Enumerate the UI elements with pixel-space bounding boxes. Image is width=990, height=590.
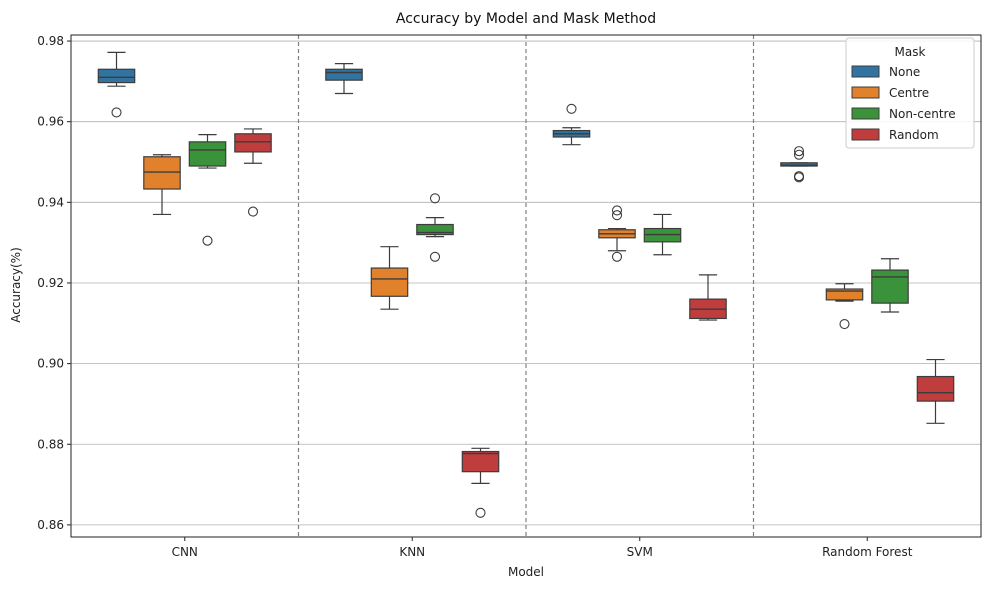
y-tick-label: 0.94	[37, 195, 64, 209]
box-body	[461, 450, 500, 473]
box-body	[916, 375, 955, 402]
outlier-point	[202, 235, 213, 246]
box-non-centre	[188, 133, 227, 246]
box-centre	[825, 283, 864, 330]
outlier-point	[475, 507, 486, 518]
outlier-point	[611, 210, 623, 221]
legend-label: Random	[889, 128, 939, 142]
box-non-centre	[871, 258, 909, 313]
plot-area-frame	[70, 34, 982, 538]
box-random	[689, 274, 727, 321]
x-axis-ticks: CNN KNN SVM Random Forest	[172, 537, 913, 559]
box-body	[234, 133, 272, 153]
x-tick-label: Random Forest	[822, 545, 913, 559]
legend-swatch	[851, 86, 880, 99]
box-body	[97, 68, 136, 84]
legend-label: Centre	[889, 86, 929, 100]
y-tick-label: 0.98	[37, 34, 64, 48]
legend-swatch	[851, 65, 880, 78]
legend: Mask None Centre Non-centre Random	[845, 37, 975, 149]
box-body	[416, 223, 454, 236]
box-body	[143, 156, 181, 190]
outlier-point	[429, 251, 441, 262]
legend-label: Non-centre	[889, 107, 956, 121]
box-non-centre	[416, 193, 454, 262]
outlier-point	[611, 251, 623, 262]
outlier-point	[429, 193, 441, 204]
x-tick-label: CNN	[172, 545, 198, 559]
box-series	[97, 51, 955, 518]
box-body	[188, 141, 227, 167]
legend-swatch	[851, 107, 880, 120]
box-none	[780, 146, 818, 183]
x-tick-label: KNN	[399, 545, 425, 559]
box-none	[552, 103, 591, 146]
box-body	[325, 68, 363, 81]
outlier-point	[793, 146, 805, 157]
box-body	[780, 162, 818, 167]
outlier-point	[611, 205, 623, 216]
box-random	[916, 358, 955, 424]
box-random	[234, 128, 272, 217]
y-tick-label: 0.86	[37, 518, 64, 532]
box-non-centre	[643, 213, 682, 256]
y-tick-label: 0.90	[37, 357, 64, 371]
outlier-point	[111, 107, 122, 118]
outlier-point	[566, 103, 577, 114]
y-tick-label: 0.88	[37, 437, 64, 451]
box-centre	[598, 205, 636, 262]
y-tick-label: 0.96	[37, 115, 64, 129]
legend-label: None	[889, 65, 920, 79]
outlier-point	[839, 319, 850, 330]
outlier-point	[793, 171, 805, 182]
y-tick-label: 0.92	[37, 276, 64, 290]
outlier-point	[793, 149, 805, 160]
box-body	[370, 267, 409, 297]
box-body	[871, 269, 909, 304]
box-random	[461, 447, 500, 518]
box-centre	[370, 246, 409, 310]
box-centre	[143, 154, 181, 216]
x-axis-title: Model	[508, 565, 544, 579]
chart-title: Accuracy by Model and Mask Method	[396, 11, 656, 27]
y-axis-title: Accuracy(%)	[9, 247, 23, 323]
box-body	[825, 288, 864, 301]
x-tick-label: SVM	[627, 545, 653, 559]
y-axis-ticks: 0.86 0.88 0.90 0.92 0.94 0.96 0.98	[37, 34, 71, 532]
legend-title: Mask	[895, 45, 926, 59]
box-none	[97, 51, 136, 118]
outlier-point	[247, 206, 259, 217]
box-none	[325, 63, 363, 95]
legend-swatch	[851, 128, 880, 141]
